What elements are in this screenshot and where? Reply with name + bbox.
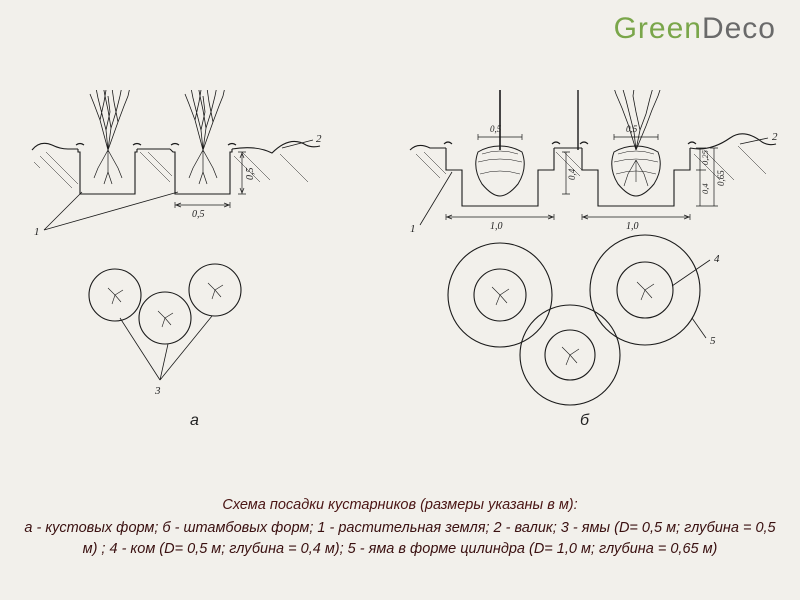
panel-a-label: а (190, 412, 199, 430)
dim-ball-h2: 0,4 (700, 183, 710, 194)
diagram-area: 1 2 0,5 0,5 (20, 90, 780, 420)
leader-2b-label: 2 (772, 131, 778, 143)
dim-ball-w: 0,5 (490, 124, 502, 134)
dim-b-width-1: 1,0 (490, 221, 503, 232)
leader-3-label: 3 (154, 385, 161, 397)
leader-5-label: 5 (710, 335, 716, 347)
panel-b: 1 2 1,0 1,0 0,5 (410, 90, 778, 405)
shrub-b3 (612, 90, 662, 196)
dim-ball-w2: 0,5 (626, 124, 638, 134)
leader-1-label: 1 (34, 226, 40, 238)
dim-ball-h: 0,4 (567, 168, 577, 180)
panel-b-label: б (580, 412, 589, 430)
dim-a-width: 0,5 (192, 209, 205, 220)
caption-body: а - кустовых форм; б - штамбовых форм; 1… (24, 520, 775, 557)
leader-2-label: 2 (316, 133, 322, 145)
brand-logo: GreenDeco (614, 12, 776, 46)
dim-total-depth: 0,65 (716, 170, 726, 186)
dim-b-width-2: 1,0 (626, 221, 639, 232)
leader-4-label: 4 (714, 253, 720, 265)
tree-b1 (474, 90, 528, 196)
dim-shelf: 0,25 (700, 150, 710, 165)
tree-b2 (558, 90, 600, 150)
plan-circles-b (448, 235, 700, 405)
caption-title: Схема посадки кустарников (размеры указа… (20, 495, 780, 516)
dim-a-depth: 0,5 (245, 168, 256, 181)
plan-circles-a (89, 264, 241, 344)
shrub-a2 (185, 90, 225, 184)
panel-a: 1 2 0,5 0,5 (32, 90, 322, 397)
leader-1b-label: 1 (410, 223, 416, 235)
logo-part-1: Green (614, 12, 702, 45)
caption: Схема посадки кустарников (размеры указа… (20, 495, 780, 560)
logo-part-2: Deco (702, 12, 776, 45)
